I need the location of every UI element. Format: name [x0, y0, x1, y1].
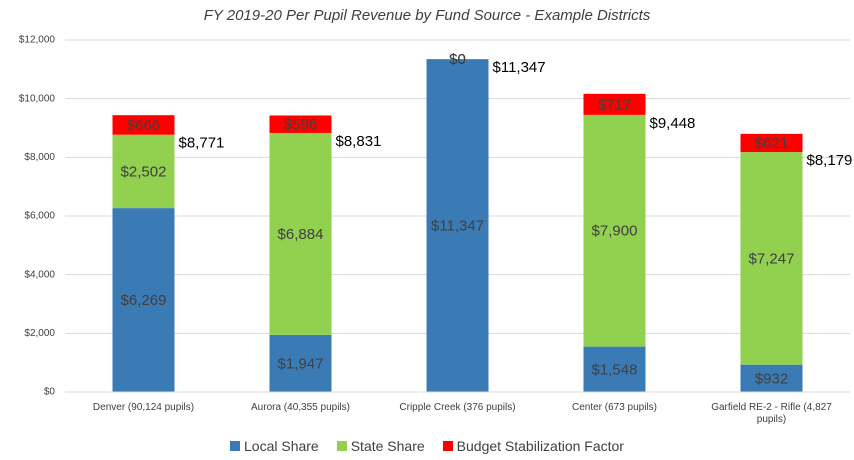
legend-swatch [230, 441, 240, 451]
legend-item: Local Share [230, 438, 319, 454]
data-label: $932 [755, 370, 788, 387]
x-tick-label: Denver (90,124 pupils) [92, 402, 195, 413]
data-label: $11,347 [431, 218, 484, 235]
x-tick-label: Center (673 pupils) [571, 402, 658, 413]
y-tick-label: $8,000 [24, 152, 55, 163]
total-label: $8,771 [179, 135, 225, 152]
x-tick-label: Aurora (40,355 pupils) [251, 402, 350, 413]
y-tick-label: $0 [44, 387, 56, 398]
legend-swatch [442, 441, 453, 451]
data-label: $0 [449, 51, 466, 68]
bar-segment [269, 115, 332, 133]
data-label: $621 [755, 135, 788, 152]
y-tick-label: $12,000 [19, 35, 56, 46]
legend-label: State Share [350, 438, 425, 454]
total-label: $9,448 [650, 115, 696, 132]
bar-segment [583, 114, 646, 347]
bar-segment [740, 364, 803, 392]
bar-segment [112, 134, 175, 209]
x-tick-label: Cripple Creek (376 pupils) [399, 402, 516, 413]
legend-item: State Share [336, 438, 425, 454]
data-label: $7,247 [749, 250, 795, 267]
y-tick-label: $10,000 [19, 93, 56, 104]
data-label: $0 [449, 51, 466, 68]
bar-segment [583, 93, 646, 115]
legend-label: Local Share [244, 438, 319, 454]
data-label: $1,947 [278, 355, 324, 372]
data-label: $2,502 [121, 163, 167, 180]
bar-segment [426, 59, 489, 393]
data-label: $666 [127, 117, 160, 134]
bar-segment [740, 152, 803, 365]
data-label: $717 [598, 96, 631, 113]
legend-swatch [336, 441, 347, 451]
legend: Local Share State Share Budget Stabilizati… [0, 438, 854, 454]
legend-label: Budget Stabilization Factor [456, 438, 624, 454]
y-tick-label: $4,000 [24, 269, 55, 280]
data-label: $596 [284, 116, 317, 133]
y-tick-label: $2,000 [24, 328, 55, 339]
y-tick-label: $6,000 [24, 211, 55, 222]
total-label: $11,347 [493, 59, 546, 76]
total-label: $8,179 [807, 152, 853, 169]
data-label: $7,900 [592, 223, 638, 240]
chart-title: FY 2019-20 Per Pupil Revenue by Fund Sou… [204, 7, 651, 24]
bar-segment [269, 334, 332, 392]
data-label: $1,548 [592, 361, 638, 378]
data-label: $6,884 [278, 226, 324, 243]
legend-item: Budget Stabilization Factor [442, 438, 624, 454]
bar-segment [740, 133, 803, 153]
bar-segment [112, 115, 175, 135]
bar-segment [112, 208, 175, 392]
x-tick-label: Garfield RE-2 - Rifle (4,827 pupils) [711, 402, 832, 425]
bar-segment [269, 132, 332, 335]
bar-segment [583, 346, 646, 392]
total-label: $8,831 [336, 133, 382, 150]
data-label: $6,269 [121, 292, 167, 309]
